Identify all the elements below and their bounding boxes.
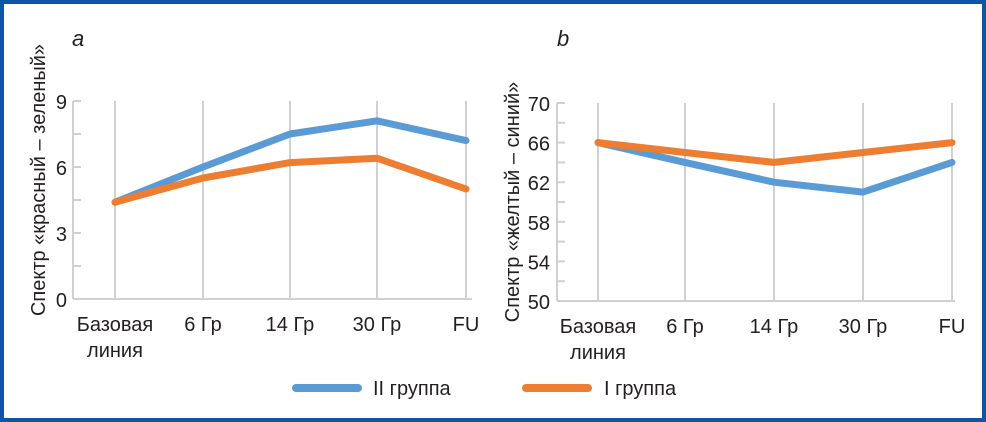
x-tick-label: FU xyxy=(453,314,480,336)
y-tick-label: 70 xyxy=(528,94,550,116)
x-tick-label: линия xyxy=(87,340,143,362)
y-tick-label: 58 xyxy=(528,213,550,235)
x-tick-label: FU xyxy=(939,316,966,338)
x-tick-label: Базовая xyxy=(560,316,636,338)
y-tick-label: 0 xyxy=(56,290,67,312)
x-tick-label: 30 Гр xyxy=(353,314,402,336)
y-tick-label: 54 xyxy=(528,252,550,274)
chart-panel-a: a Спектр «красный – зеленый» 0 3 6 9 Базовая… xyxy=(28,26,479,362)
grid-lines xyxy=(597,103,953,301)
y-axis-label-b: Спектр «желтый – синий» xyxy=(502,82,524,322)
panel-label-a: a xyxy=(72,26,84,51)
y-tick-label: 6 xyxy=(56,158,67,180)
x-tick-label: 14 Гр xyxy=(750,316,799,338)
x-tick-label: 6 Гр xyxy=(666,316,704,338)
legend-label-group-1: I группа xyxy=(604,378,677,400)
y-tick-label: 9 xyxy=(56,92,67,114)
y-tick-label: 3 xyxy=(56,224,67,246)
y-axis-label-a: Спектр «красный – зеленый» xyxy=(28,44,50,316)
x-tick-label: Базовая xyxy=(77,314,153,336)
chart-panel-b: b Спектр «желтый – синий» 50 54 58 62 66 70 Ба… xyxy=(502,26,965,364)
x-tick-label: 30 Гр xyxy=(839,316,888,338)
y-tick-label: 50 xyxy=(528,292,550,314)
x-tick-label: линия xyxy=(570,342,626,364)
y-tick-label: 66 xyxy=(528,134,550,156)
legend-label-group-2: II группа xyxy=(373,378,452,400)
legend: II группа I группа xyxy=(292,378,677,400)
y-tick-label: 62 xyxy=(528,173,550,195)
panel-label-b: b xyxy=(557,26,569,51)
x-tick-label: 6 Гр xyxy=(184,314,222,336)
x-tick-label: 14 Гр xyxy=(266,314,315,336)
